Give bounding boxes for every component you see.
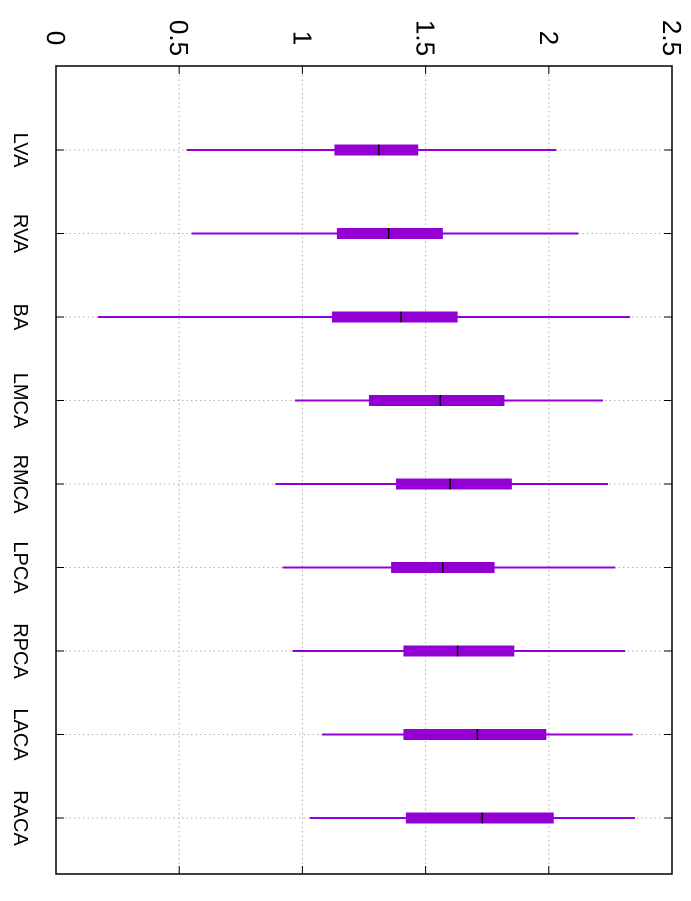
box-ba xyxy=(331,311,458,323)
box-rva xyxy=(336,228,443,239)
category-label-ba: BA xyxy=(9,304,31,331)
box-raca xyxy=(405,812,554,824)
category-label-lva: LVA xyxy=(9,133,31,168)
category-label-rva: RVA xyxy=(9,214,31,254)
value-tick-label: 2 xyxy=(534,31,564,45)
category-label-raca: RACA xyxy=(9,790,31,846)
value-tick-label: 0.5 xyxy=(164,20,194,56)
plot-frame xyxy=(55,65,673,875)
value-tick-label: 2.5 xyxy=(657,20,687,56)
box-lva xyxy=(334,144,419,156)
box-laca xyxy=(403,729,547,740)
box-lmca xyxy=(368,395,505,406)
value-tick-label: 1.5 xyxy=(411,20,441,56)
box-rpca xyxy=(403,645,515,657)
category-label-lpca: LPCA xyxy=(9,541,31,594)
category-label-rpca: RPCA xyxy=(9,623,31,679)
box-rmca xyxy=(396,478,512,490)
category-label-laca: LACA xyxy=(9,708,31,761)
value-tick-label: 1 xyxy=(287,31,317,45)
category-label-lmca: LMCA xyxy=(9,373,31,429)
value-tick-label: 0 xyxy=(41,31,71,45)
category-label-rmca: RMCA xyxy=(9,455,31,515)
